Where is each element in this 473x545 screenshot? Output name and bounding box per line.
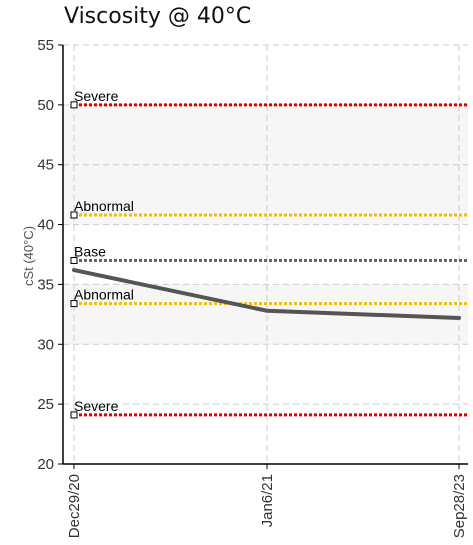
x-tick-label: Dec29/20 <box>66 474 83 538</box>
reference-marker <box>70 411 78 419</box>
y-tick-label: 25 <box>37 396 54 413</box>
y-tick-label: 55 <box>37 37 54 54</box>
reference-line-label: Severe <box>74 398 119 414</box>
y-tick-label: 45 <box>37 157 54 174</box>
axes <box>62 45 468 465</box>
reference-line-label: Base <box>74 243 106 259</box>
reference-marker <box>70 256 78 264</box>
reference-marker <box>70 300 78 308</box>
chart-title: Viscosity @ 40°C <box>64 4 252 29</box>
x-tick-label: Sep28/23 <box>451 474 468 538</box>
y-tick-label: 50 <box>37 97 54 114</box>
y-tick-label: 20 <box>37 456 54 473</box>
x-tick-label: Jan6/21 <box>259 474 276 527</box>
series-line <box>72 268 461 320</box>
y-tick-label: 40 <box>37 217 54 234</box>
y-tick-label: 30 <box>37 336 54 353</box>
reference-line-label: Severe <box>74 88 119 104</box>
tick-labels: 20 25 30 35 40 45 50 55 Dec29/20 Jan6/21 Sep28/23 <box>37 37 468 538</box>
reference-line-label: Abnormal <box>74 198 134 214</box>
y-tick-label: 35 <box>37 276 54 293</box>
reference-marker <box>70 101 78 109</box>
reference-lines: Severe Abnormal Base Abnormal Severe <box>70 88 468 419</box>
series <box>72 268 461 320</box>
reference-line-label: Abnormal <box>74 287 134 303</box>
reference-marker <box>70 211 78 219</box>
y-axis-title: cSt (40°C) <box>21 226 36 286</box>
